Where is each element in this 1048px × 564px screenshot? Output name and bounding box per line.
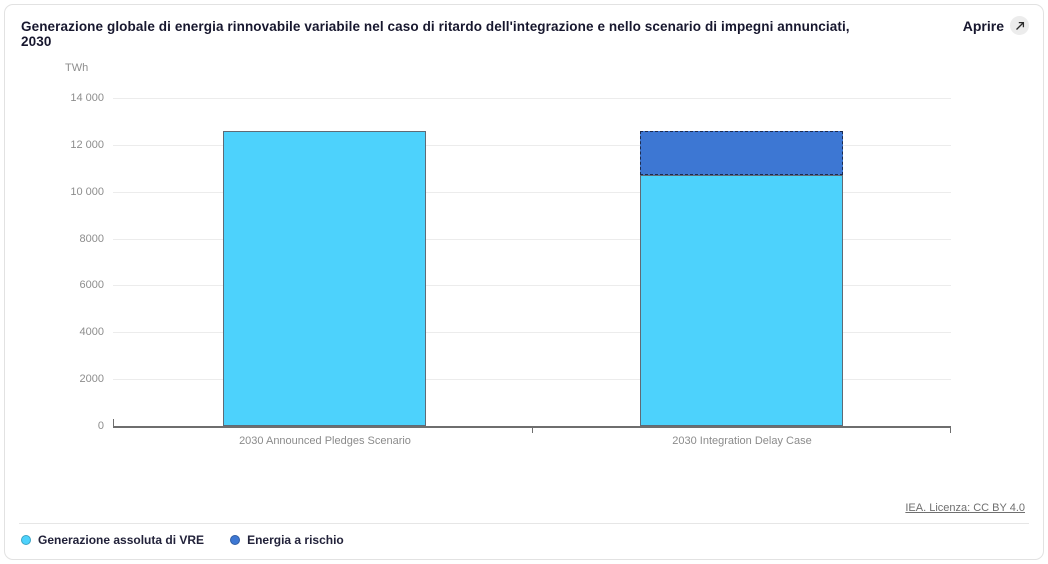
- x-axis-tick: [113, 419, 114, 426]
- gridline: [113, 379, 951, 381]
- bar-segment[interactable]: [640, 175, 843, 426]
- y-tick-label: 4000: [79, 326, 104, 339]
- gridline: [113, 191, 951, 193]
- open-button[interactable]: Aprire: [963, 16, 1029, 35]
- gridline: [113, 332, 951, 334]
- legend-item[interactable]: Generazione assoluta di VRE: [21, 533, 204, 547]
- gridline: [113, 285, 951, 287]
- y-tick-label: 8000: [79, 232, 104, 245]
- legend-item-label: Generazione assoluta di VRE: [38, 533, 205, 547]
- y-tick-label: 10 000: [70, 185, 104, 198]
- x-tick-label: 2030 Integration Delay Case: [672, 435, 812, 447]
- chart-legend: Generazione assoluta di VRE Energia a ris…: [21, 533, 344, 547]
- y-tick-label: 6000: [79, 279, 104, 292]
- chart-card: Generazione globale di energia rinnovabi…: [4, 4, 1044, 560]
- x-tick-label: 2030 Announced Pledges Scenario: [239, 435, 411, 447]
- open-button-label: Aprire: [962, 17, 1004, 34]
- chart-title: Generazione globale di energia rinnovabi…: [21, 19, 850, 49]
- bar-segment[interactable]: [223, 130, 426, 426]
- x-axis-tick: [950, 428, 951, 433]
- legend-color-dot: [21, 535, 31, 545]
- y-tick-label: 0: [97, 420, 104, 432]
- y-tick-label: 12 000: [70, 138, 104, 151]
- gridline: [113, 98, 951, 99]
- gridline: [113, 238, 951, 240]
- x-axis-line: [113, 426, 951, 428]
- y-tick-label: 14 000: [70, 92, 104, 104]
- legend-item-label: Energia a rischio: [247, 533, 344, 547]
- y-tick-label: 2000: [79, 373, 104, 386]
- x-axis-tick: [532, 428, 533, 433]
- legend-color-dot: [230, 535, 241, 545]
- y-axis-unit: TWh: [65, 62, 89, 74]
- bar-segment[interactable]: [640, 130, 843, 176]
- source-license-link[interactable]: IEA. Licenza: CC BY 4.0: [905, 502, 1025, 514]
- gridline: [113, 144, 951, 146]
- external-link-icon: [1010, 16, 1029, 35]
- legend-item[interactable]: Energia a rischio: [230, 533, 344, 547]
- legend-divider: [19, 523, 1029, 524]
